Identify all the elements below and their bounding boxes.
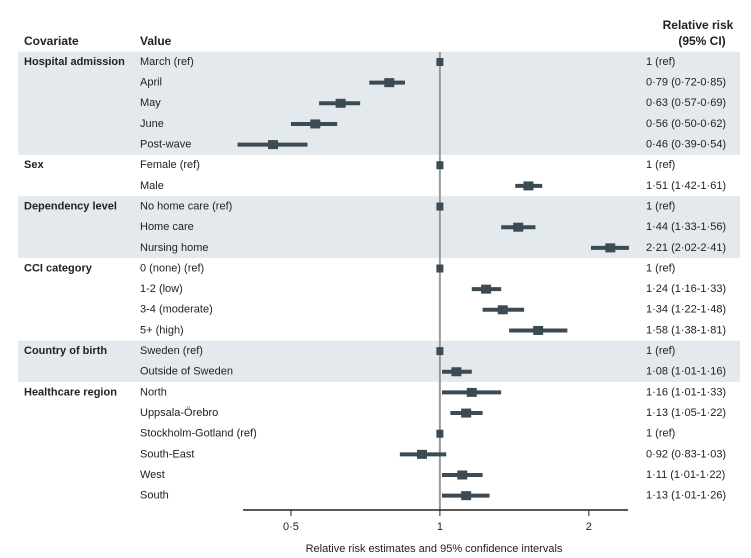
estimate-label: 1 (ref) — [646, 56, 675, 68]
group-band — [18, 154, 740, 197]
x-tick-label: 0·5 — [283, 521, 299, 533]
estimate-square — [436, 161, 444, 170]
estimate-square — [436, 264, 444, 273]
row-label: April — [140, 77, 162, 89]
estimate-label: 1 (ref) — [646, 159, 675, 171]
estimate-square — [481, 284, 492, 294]
row-label: North — [140, 386, 167, 398]
estimate-square — [533, 325, 544, 335]
row-label: Stockholm-Gotland (ref) — [140, 428, 257, 440]
column-header: Value — [140, 34, 172, 48]
estimate-label: 0·63 (0·57-0·69) — [646, 97, 726, 109]
estimate-label: 1·08 (1·01-1·16) — [646, 366, 726, 378]
estimate-square — [466, 387, 477, 397]
group-label: Country of birth — [24, 345, 107, 357]
row-label: 3-4 (moderate) — [140, 304, 213, 316]
estimate-label: 1·16 (1·01-1·33) — [646, 386, 726, 398]
estimate-square — [310, 119, 321, 129]
row-label: June — [140, 118, 164, 130]
estimate-label: 1·44 (1·33-1·56) — [646, 221, 726, 233]
estimate-square — [416, 449, 427, 459]
row-label: Female (ref) — [140, 159, 200, 171]
estimate-label: 1 (ref) — [646, 200, 675, 212]
estimate-label: 0·56 (0·50-0·62) — [646, 118, 726, 130]
row-label: West — [140, 469, 165, 481]
row-label: Home care — [140, 221, 194, 233]
estimate-square — [384, 78, 395, 88]
x-tick-label: 1 — [437, 521, 443, 533]
row-label: May — [140, 97, 161, 109]
estimate-label: 1·13 (1·05-1·22) — [646, 407, 726, 419]
group-label: Dependency level — [24, 200, 117, 212]
estimate-label: 1·34 (1·22-1·48) — [646, 304, 726, 316]
x-tick-label: 2 — [586, 521, 592, 533]
row-label: Post-wave — [140, 139, 191, 151]
group-band — [18, 51, 740, 155]
row-label: March (ref) — [140, 56, 194, 68]
column-header: Relative risk — [663, 18, 734, 32]
estimate-square — [436, 429, 444, 438]
estimate-square — [268, 140, 279, 150]
estimate-label: 0·79 (0·72-0·85) — [646, 77, 726, 89]
group-label: Sex — [24, 159, 44, 171]
estimate-square — [461, 408, 472, 418]
estimate-square — [523, 181, 534, 191]
row-label: Outside of Sweden — [140, 366, 233, 378]
estimate-square — [451, 367, 462, 377]
row-label: Male — [140, 180, 164, 192]
estimate-square — [457, 470, 468, 480]
estimate-square — [461, 491, 472, 501]
row-label: No home care (ref) — [140, 200, 232, 212]
row-label: South-East — [140, 448, 194, 460]
group-band — [18, 196, 740, 259]
estimate-square — [497, 305, 508, 315]
estimate-square — [605, 243, 616, 253]
estimate-label: 2·21 (2·02-2·41) — [646, 242, 726, 254]
row-label: 0 (none) (ref) — [140, 262, 204, 274]
estimate-label: 1·51 (1·42-1·61) — [646, 180, 726, 192]
estimate-label: 1 (ref) — [646, 262, 675, 274]
row-label: 5+ (high) — [140, 324, 184, 336]
column-header: Covariate — [24, 34, 79, 48]
estimate-label: 1 (ref) — [646, 345, 675, 357]
group-band — [18, 340, 740, 383]
bands — [18, 51, 740, 506]
estimate-label: 1·24 (1·16-1·33) — [646, 283, 726, 295]
estimate-label: 0·92 (0·83-1·03) — [646, 448, 726, 460]
group-label: Hospital admission — [24, 56, 125, 68]
estimate-label: 0·46 (0·39-0·54) — [646, 139, 726, 151]
row-label: Sweden (ref) — [140, 345, 203, 357]
row-label: South — [140, 490, 169, 502]
group-band — [18, 382, 740, 506]
row-label: Uppsala-Örebro — [140, 407, 218, 419]
x-axis-label: Relative risk estimates and 95% confiden… — [306, 543, 563, 555]
estimate-square — [436, 202, 444, 211]
estimate-label: 1 (ref) — [646, 428, 675, 440]
estimate-square — [436, 347, 444, 356]
estimate-label: 1·13 (1·01-1·26) — [646, 490, 726, 502]
group-label: CCI category — [24, 262, 93, 274]
estimate-label: 1·58 (1·38-1·81) — [646, 324, 726, 336]
estimate-square — [436, 58, 444, 66]
group-label: Healthcare region — [24, 386, 117, 398]
column-header: (95% CI) — [678, 34, 725, 48]
estimate-square — [513, 222, 524, 232]
group-band — [18, 258, 740, 341]
estimate-square — [335, 98, 346, 108]
estimate-label: 1·11 (1·01-1·22) — [646, 469, 725, 481]
row-label: 1-2 (low) — [140, 283, 183, 295]
row-label: Nursing home — [140, 242, 208, 254]
